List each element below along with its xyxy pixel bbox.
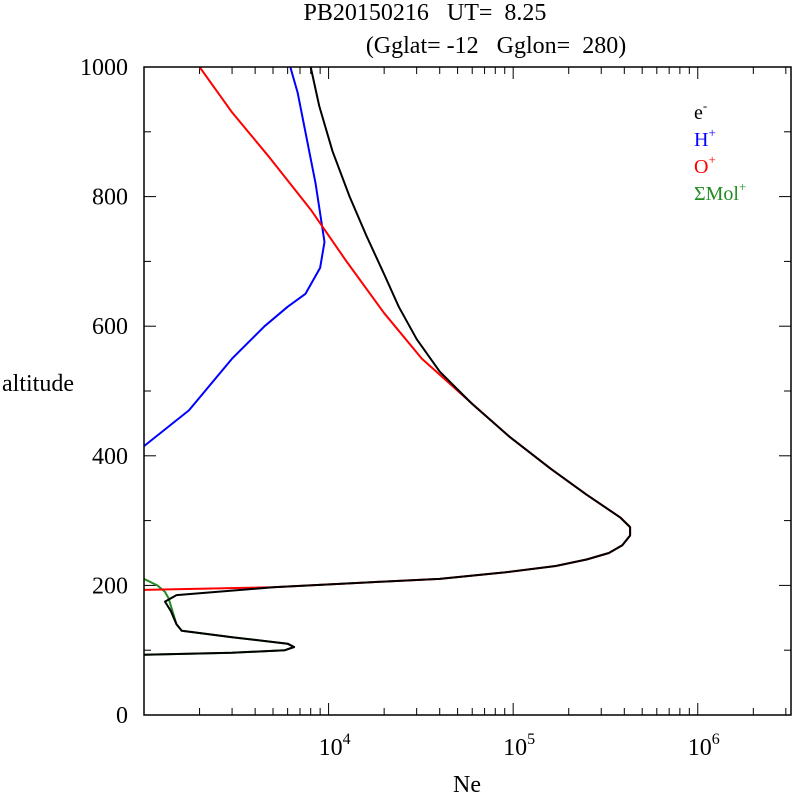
chart-title: PB20150216 UT= 8.25 (Gglat= -12 Gglon= 2… xyxy=(304,0,627,59)
plot-frame xyxy=(143,66,792,716)
series-line-1 xyxy=(144,67,326,447)
series-layer xyxy=(144,67,632,656)
y-tick-label: 0 xyxy=(116,703,128,729)
legend-entry: O+ xyxy=(694,152,716,178)
legend-entry: ΣMol+ xyxy=(694,179,746,205)
y-axis-label: altitude xyxy=(2,371,74,397)
legend-entry: H+ xyxy=(694,125,716,151)
axis-ticks xyxy=(144,66,791,716)
y-tick-label: 800 xyxy=(92,185,128,211)
series-line-3 xyxy=(144,67,632,656)
legend-entry: e- xyxy=(694,98,707,124)
chart-title-line1: PB20150216 UT= 8.25 xyxy=(304,0,547,26)
series-line-2 xyxy=(144,67,632,591)
y-tick-label: 1000 xyxy=(80,55,128,81)
chart-title-line2: (Gglat= -12 Gglon= 280) xyxy=(366,33,626,59)
legend: e-H+O+ΣMol+ xyxy=(694,98,746,205)
y-tick-label: 400 xyxy=(92,444,128,470)
x-tick-label: 105 xyxy=(503,731,535,761)
y-tick-label: 200 xyxy=(92,573,128,599)
x-tick-label: 104 xyxy=(319,731,351,761)
y-tick-label: 600 xyxy=(92,314,128,340)
x-axis-label: Ne xyxy=(453,772,481,796)
x-tick-labels: 104 105 106 xyxy=(319,731,720,761)
y-tick-labels: 0 200 400 600 800 1000 xyxy=(80,55,128,729)
x-tick-label: 106 xyxy=(688,731,720,761)
